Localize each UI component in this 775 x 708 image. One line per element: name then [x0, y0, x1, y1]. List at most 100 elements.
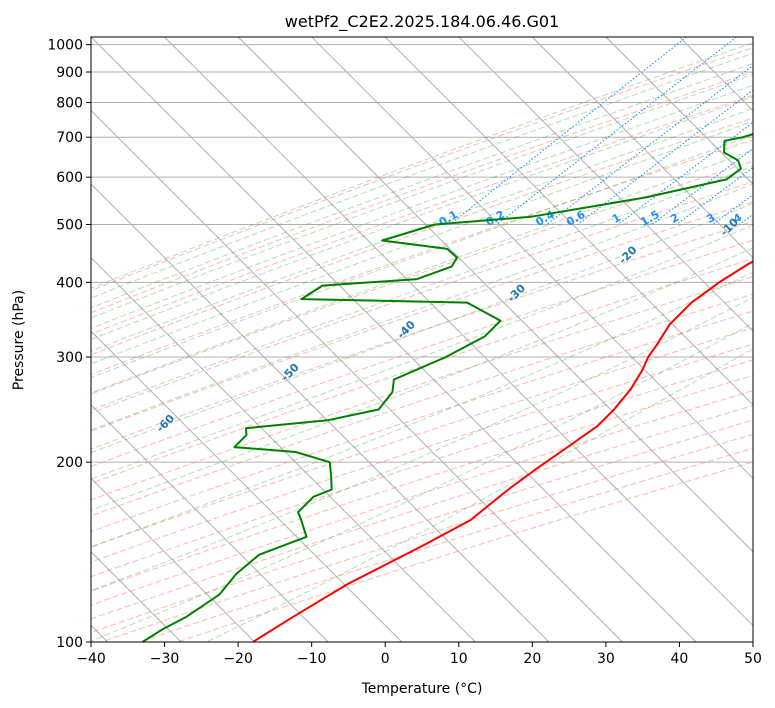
isotherm-line — [91, 109, 623, 642]
dry-adiabat-line — [91, 343, 753, 563]
isotherm-line — [91, 404, 329, 642]
isotherm-line — [752, 37, 753, 38]
y-tick-label: 300 — [56, 350, 83, 366]
mixing-ratio-label: 6 — [770, 211, 775, 226]
plot-frame — [90, 36, 754, 643]
moist-adiabat-line — [91, 322, 753, 642]
mixing-ratio-label: 1.5 — [638, 208, 661, 229]
dry-adiabat-line — [101, 433, 753, 642]
moist-adiabat-line — [91, 149, 753, 394]
isotherm-line — [91, 37, 697, 642]
mixing-ratio-label: 0.1 — [437, 208, 460, 229]
mixing-ratio-line — [577, 89, 753, 225]
isotherm-line — [91, 183, 550, 642]
moist-adiabat-line — [91, 73, 753, 319]
dry-adiabat-line — [91, 181, 753, 414]
isotherm-line — [91, 330, 403, 642]
dry-adiabat-line — [91, 71, 753, 314]
dry-adiabats — [91, 47, 753, 642]
isotherm-line — [531, 37, 753, 259]
x-tick-label: −30 — [150, 651, 180, 667]
temperature-profile-line — [252, 260, 753, 642]
dry-adiabat-line — [91, 359, 753, 578]
moist-adiabats — [91, 42, 753, 642]
mixing-ratio-line — [617, 121, 753, 225]
moist-adiabat-line — [91, 108, 753, 352]
mixing-ratio-label: 2 — [668, 211, 681, 226]
x-tick-label: 50 — [744, 651, 762, 667]
y-tick-label: 500 — [56, 217, 83, 233]
dry-adiabat-line — [91, 94, 753, 335]
isotherm-line — [311, 37, 753, 480]
x-tick-label: −10 — [297, 651, 327, 667]
isotherm-line — [91, 256, 476, 642]
dewpoint-profile-line — [141, 133, 753, 642]
x-tick-label: −40 — [76, 651, 106, 667]
isotherm-line — [384, 37, 753, 406]
dry-adiabat-line — [91, 160, 753, 395]
x-axis-ticks: −40 −30 −20 −10 0 10 20 30 40 50 — [76, 642, 762, 667]
isotherm-line — [679, 37, 753, 112]
x-tick-label: 0 — [381, 651, 390, 667]
chart-title: wetPf2_C2E2.2025.184.06.46.G01 — [285, 12, 559, 32]
moist-adiabat-line — [91, 96, 753, 341]
dry-adiabat-line — [91, 419, 753, 633]
x-tick-label: 30 — [597, 651, 615, 667]
dry-adiabat-line — [91, 220, 753, 450]
dry-adiabat-line — [91, 258, 753, 484]
dry-adiabat-line — [91, 310, 753, 533]
y-axis-ticks: 100 200 300 400 500 600 700 800 900 1000 — [47, 38, 91, 651]
y-tick-label: 800 — [56, 96, 83, 112]
isotherm-line — [605, 37, 753, 185]
y-tick-label: 400 — [56, 275, 83, 291]
dry-adiabat-line — [91, 276, 753, 501]
x-tick-label: 10 — [450, 651, 468, 667]
moist-adiabat-line — [91, 120, 753, 365]
isotherm-line — [458, 37, 753, 332]
dry-adiabat-line — [91, 390, 753, 606]
mixing-ratio-line — [496, 37, 737, 225]
isotherm-label: -20 — [616, 243, 639, 266]
dry-adiabat-line — [91, 293, 753, 517]
moist-adiabat-line — [91, 84, 753, 330]
isotherm-label: -60 — [154, 412, 177, 435]
moist-adiabat-line — [91, 247, 753, 511]
moist-adiabat-line — [91, 165, 753, 411]
dry-adiabat-line — [91, 201, 753, 432]
y-tick-label: 200 — [56, 455, 83, 471]
x-tick-label: 20 — [523, 651, 541, 667]
isotherm-grid — [91, 37, 753, 642]
moist-adiabat-line — [91, 296, 753, 592]
dry-adiabat-line — [91, 374, 753, 592]
x-tick-label: 40 — [671, 651, 689, 667]
moist-adiabat-line — [91, 52, 753, 299]
y-tick-label: 100 — [56, 635, 83, 651]
y-axis-label: Pressure (hPa) — [11, 290, 27, 390]
mixing-ratio-lines — [449, 37, 753, 225]
mixing-ratio-line — [738, 213, 753, 225]
plot-area: 0.10.20.40.611.52346810131620253036-100-… — [31, 37, 775, 642]
isotherm-label: -50 — [278, 361, 301, 384]
isopleth-labels: 0.10.20.40.611.52346810131620253036-100-… — [31, 208, 775, 484]
mixing-ratio-line — [546, 64, 753, 225]
x-tick-label: −20 — [223, 651, 253, 667]
moist-adiabat-line — [91, 183, 753, 431]
moist-adiabat-line — [91, 202, 753, 454]
x-axis-label: Temperature (°C) — [361, 681, 483, 697]
moist-adiabat-line — [91, 42, 753, 289]
y-tick-label: 1000 — [47, 38, 83, 54]
moist-adiabat-line — [91, 134, 753, 379]
isotherm-line — [91, 477, 256, 642]
y-tick-label: 900 — [56, 65, 83, 81]
dry-adiabat-line — [91, 47, 753, 292]
mixing-ratio-label: 0.4 — [533, 208, 557, 229]
mixing-ratio-line — [712, 194, 753, 225]
mixing-ratio-label: 1 — [610, 211, 623, 226]
dry-adiabat-line — [91, 139, 753, 376]
sounding-profiles — [141, 133, 753, 642]
isotherm-label: -70 — [31, 461, 54, 484]
moist-adiabat-line — [91, 224, 753, 480]
dry-adiabat-line — [91, 239, 753, 467]
y-tick-label: 600 — [56, 170, 83, 186]
